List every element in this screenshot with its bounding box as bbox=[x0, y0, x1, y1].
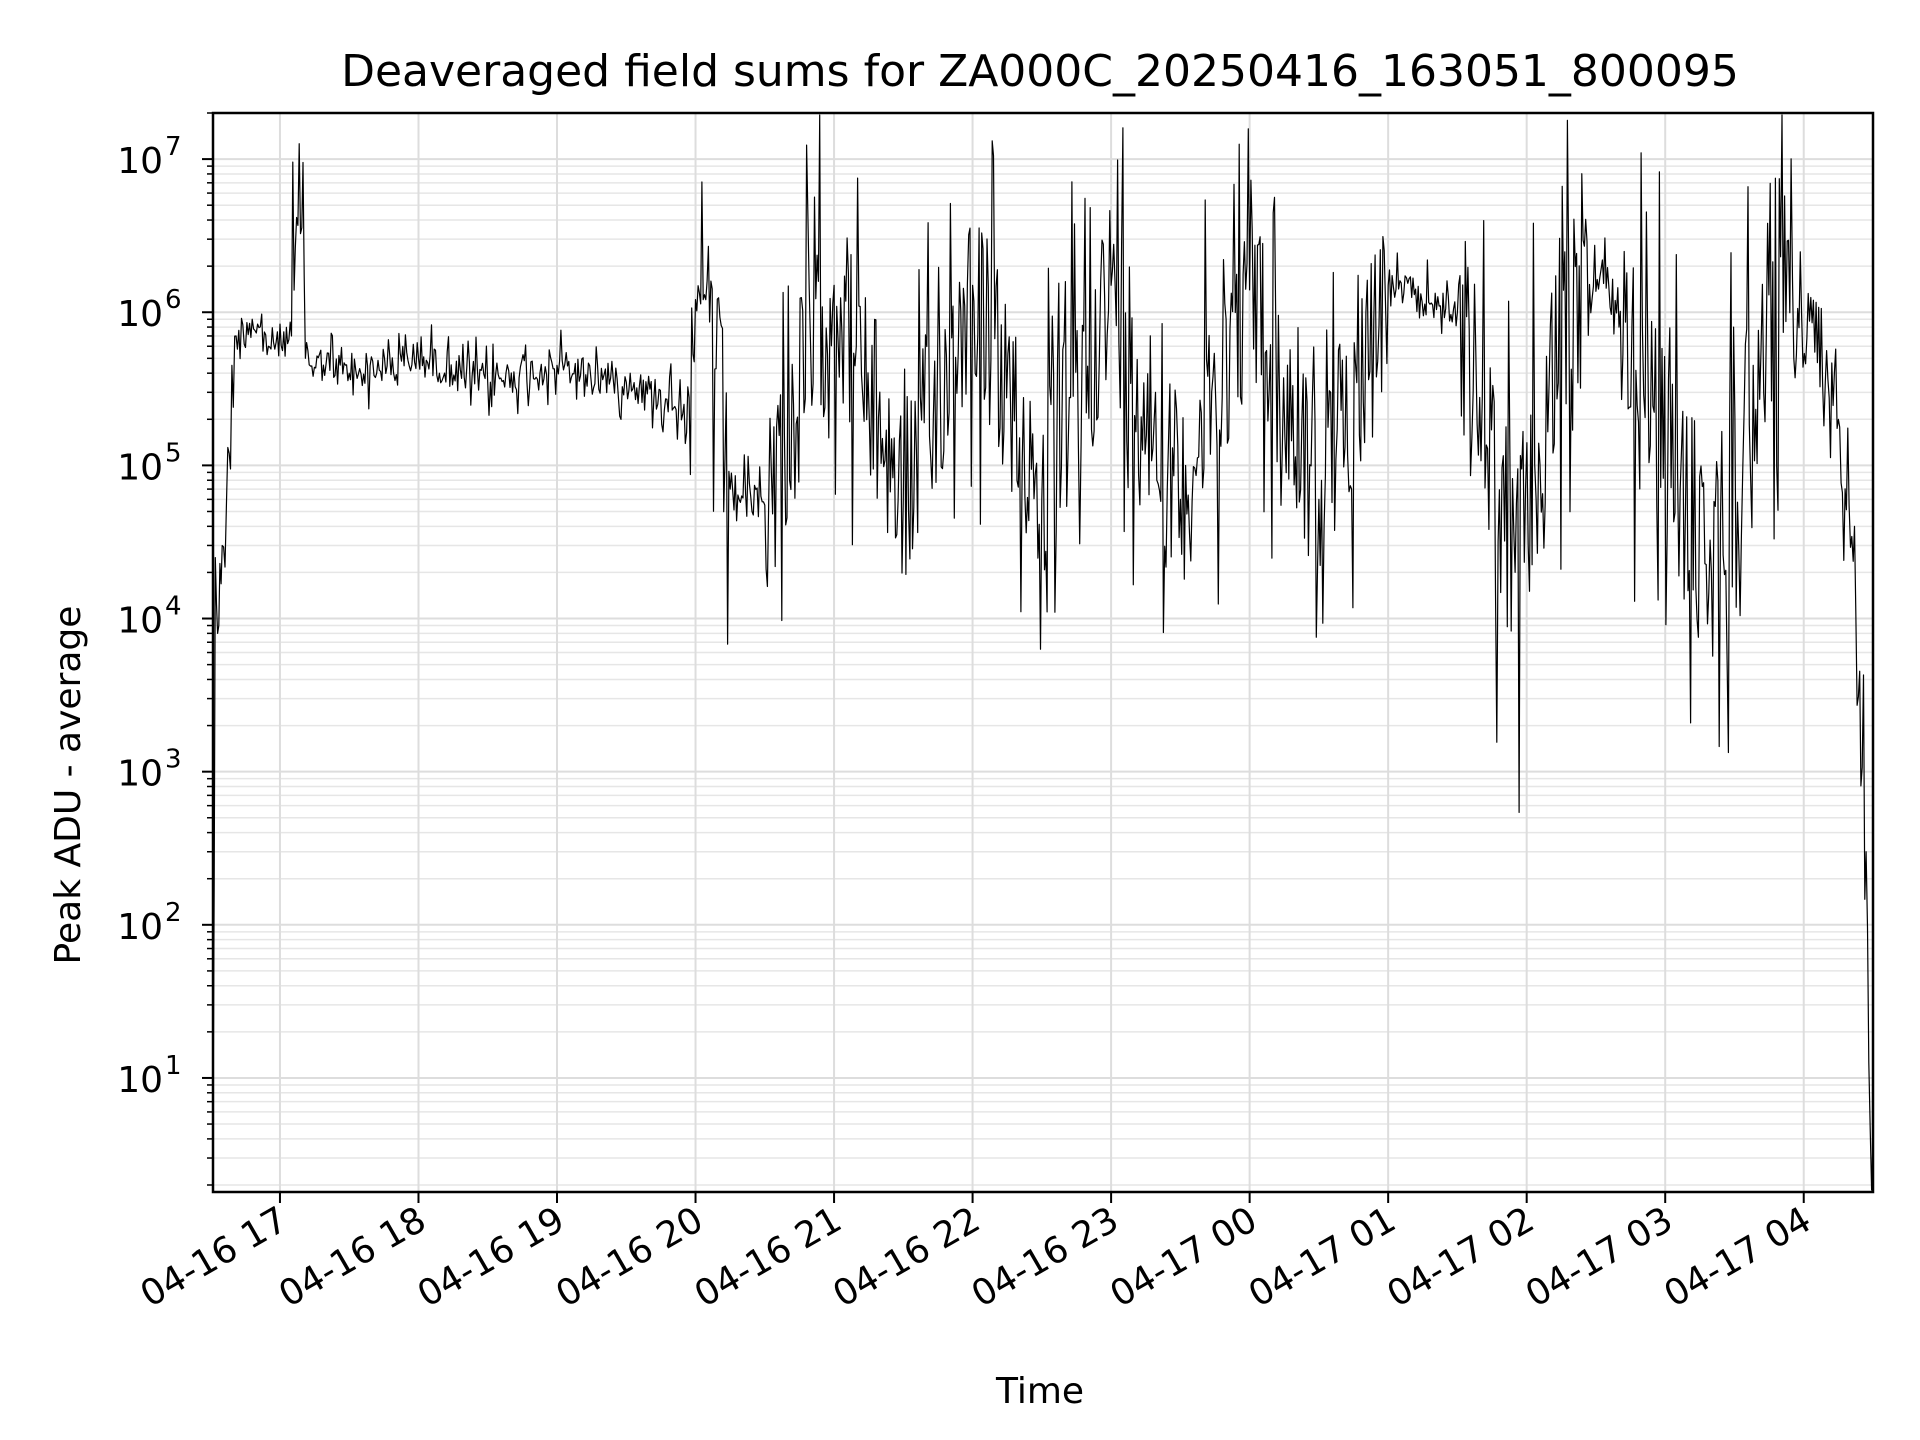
grid bbox=[213, 112, 1873, 1192]
y-tick-label: 10 bbox=[117, 447, 163, 488]
x-tick-label: 04-16 22 bbox=[826, 1199, 987, 1315]
y-tick-label: 10 bbox=[117, 907, 163, 948]
x-tick-label: 04-17 02 bbox=[1381, 1199, 1542, 1315]
series-layer bbox=[212, 114, 1874, 1191]
y-axis-label: Peak ADU - average bbox=[48, 606, 89, 965]
y-tick-label: 10 bbox=[117, 294, 163, 335]
x-tick-label: 04-17 01 bbox=[1242, 1199, 1403, 1315]
x-tick-label: 04-17 00 bbox=[1103, 1199, 1264, 1315]
x-tick-label: 04-16 21 bbox=[688, 1199, 849, 1315]
y-tick-label: 10 bbox=[117, 601, 163, 642]
chart-title: Deaveraged field sums for ZA000C_2025041… bbox=[341, 46, 1739, 97]
x-axis-label: Time bbox=[995, 1371, 1084, 1412]
y-tick-label-exponent: 7 bbox=[165, 132, 182, 162]
x-tick-label: 04-16 19 bbox=[411, 1199, 572, 1315]
y-tick-label-exponent: 6 bbox=[165, 285, 182, 315]
y-tick-label: 10 bbox=[117, 1060, 163, 1101]
y-tick-label-exponent: 1 bbox=[165, 1051, 182, 1081]
series-line-0 bbox=[212, 114, 1874, 1191]
x-tick-label: 04-16 23 bbox=[965, 1199, 1126, 1315]
x-tick-label: 04-16 20 bbox=[549, 1199, 710, 1315]
y-tick-label-exponent: 3 bbox=[165, 745, 182, 775]
y-tick-label-exponent: 5 bbox=[165, 438, 182, 468]
y-tick-label: 10 bbox=[117, 141, 163, 182]
y-tick-label-exponent: 2 bbox=[165, 898, 182, 928]
y-tick-label: 10 bbox=[117, 754, 163, 795]
x-tick-label: 04-16 17 bbox=[134, 1199, 295, 1315]
x-tick-label: 04-17 04 bbox=[1658, 1199, 1819, 1315]
x-tick-label: 04-16 18 bbox=[272, 1199, 433, 1315]
x-tick-label: 04-17 03 bbox=[1519, 1199, 1680, 1315]
y-tick-label-exponent: 4 bbox=[165, 592, 182, 622]
